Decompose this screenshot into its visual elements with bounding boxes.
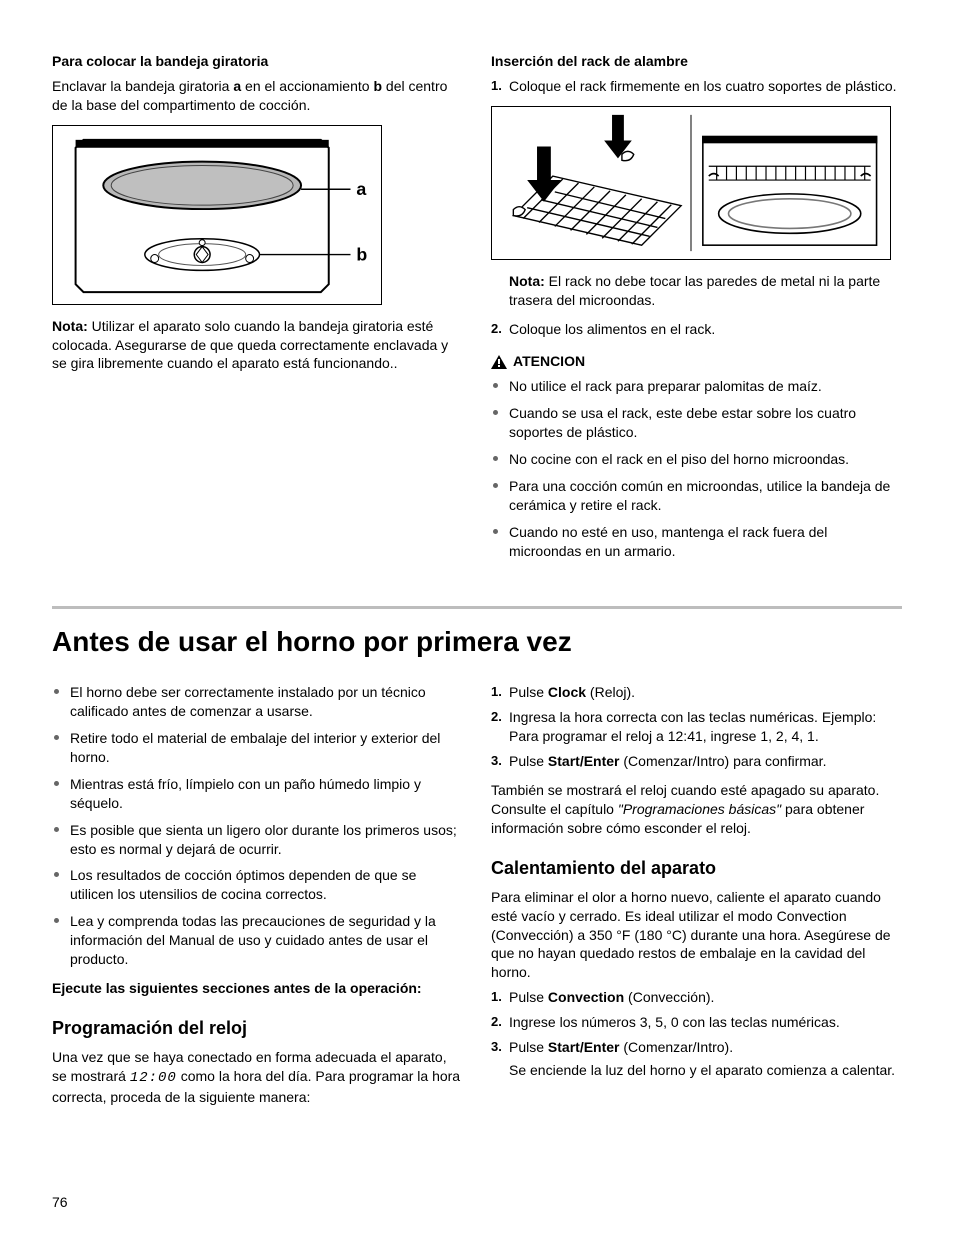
warning-item: Cuando no esté en uso, mantenga el rack …	[491, 523, 902, 561]
heating-step: Pulse Start/Enter (Comenzar/Intro). Se e…	[491, 1038, 902, 1080]
rack-figure	[491, 106, 891, 260]
text: (Comenzar/Intro) para confirmar.	[620, 753, 827, 769]
rack-step: Coloque los alimentos en el rack.	[491, 320, 902, 339]
warning-list: No utilice el rack para preparar palomit…	[491, 377, 902, 560]
text: Pulse	[509, 753, 548, 769]
prep-item: Los resultados de cocción óptimos depend…	[52, 866, 463, 904]
top-section: Para colocar la bandeja giratoria Enclav…	[52, 52, 902, 570]
top-right-col: Inserción del rack de alambre Coloque el…	[491, 52, 902, 570]
text: (Convección).	[624, 989, 714, 1005]
rack-step: Coloque el rack firmemente en los cuatro…	[491, 77, 902, 96]
button-name: Start/Enter	[548, 1039, 620, 1055]
exec-label: Ejecute las siguientes secciones antes d…	[52, 979, 463, 998]
warning-icon	[491, 355, 507, 369]
rack-heading: Inserción del rack de alambre	[491, 52, 902, 71]
chapter-ref: "Programaciones básicas"	[618, 801, 781, 817]
main-right-col: Pulse Clock (Reloj). Ingresa la hora cor…	[491, 679, 902, 1112]
turntable-heading: Para colocar la bandeja giratoria	[52, 52, 463, 71]
heating-paragraph: Para eliminar el olor a horno nuevo, cal…	[491, 888, 902, 982]
clock-heading: Programación del reloj	[52, 1016, 463, 1040]
prep-item: Mientras está frío, límpielo con un paño…	[52, 775, 463, 813]
warning-item: Para una cocción común en microondas, ut…	[491, 477, 902, 515]
label-b: b	[373, 78, 382, 94]
note-label: Nota:	[509, 273, 549, 289]
button-name: Convection	[548, 989, 624, 1005]
main-section: El horno debe ser correctamente instalad…	[52, 679, 902, 1112]
main-heading: Antes de usar el horno por primera vez	[52, 623, 902, 661]
prep-item: Lea y comprenda todas las precauciones d…	[52, 912, 463, 969]
warning-label: ATENCION	[513, 352, 585, 371]
turntable-instruction: Enclavar la bandeja giratoria a en el ac…	[52, 77, 463, 115]
heating-step: Pulse Convection (Convección).	[491, 988, 902, 1007]
prep-list: El horno debe ser correctamente instalad…	[52, 683, 463, 969]
clock-step: Ingresa la hora correcta con las teclas …	[491, 708, 902, 746]
text: (Reloj).	[586, 684, 635, 700]
warning-item: No utilice el rack para preparar palomit…	[491, 377, 902, 396]
clock-paragraph: Una vez que se haya conectado en forma a…	[52, 1048, 463, 1107]
heating-step-sub: Se enciende la luz del horno y el aparat…	[509, 1061, 902, 1080]
label-a: a	[233, 78, 241, 94]
clock-display: 12:00	[130, 1070, 177, 1086]
note-text: Utilizar el aparato solo cuando la bande…	[52, 318, 448, 372]
text: Enclavar la bandeja giratoria	[52, 78, 233, 94]
clock-step: Pulse Clock (Reloj).	[491, 683, 902, 702]
turntable-note: Nota: Utilizar el aparato solo cuando la…	[52, 317, 463, 374]
warning-item: Cuando se usa el rack, este debe estar s…	[491, 404, 902, 442]
text: Pulse	[509, 989, 548, 1005]
heating-step: Ingrese los números 3, 5, 0 con las tecl…	[491, 1013, 902, 1032]
button-name: Clock	[548, 684, 586, 700]
rack-note: Nota: El rack no debe tocar las paredes …	[491, 272, 902, 310]
section-divider	[52, 606, 902, 609]
text: Pulse	[509, 1039, 548, 1055]
rack-steps-2: Coloque los alimentos en el rack.	[491, 320, 902, 339]
prep-item: Es posible que sienta un ligero olor dur…	[52, 821, 463, 859]
top-left-col: Para colocar la bandeja giratoria Enclav…	[52, 52, 463, 570]
page-number: 76	[52, 1193, 902, 1212]
text: Pulse	[509, 684, 548, 700]
clock-steps: Pulse Clock (Reloj). Ingresa la hora cor…	[491, 683, 902, 771]
svg-text:b: b	[356, 244, 367, 264]
warning-heading: ATENCION	[491, 352, 902, 371]
main-left-col: El horno debe ser correctamente instalad…	[52, 679, 463, 1112]
clock-step: Pulse Start/Enter (Comenzar/Intro) para …	[491, 752, 902, 771]
note-text: El rack no debe tocar las paredes de met…	[509, 273, 880, 308]
button-name: Start/Enter	[548, 753, 620, 769]
turntable-figure: a b	[52, 125, 382, 305]
heating-steps: Pulse Convection (Convección). Ingrese l…	[491, 988, 902, 1080]
prep-item: El horno debe ser correctamente instalad…	[52, 683, 463, 721]
prep-item: Retire todo el material de embalaje del …	[52, 729, 463, 767]
rack-steps-1: Coloque el rack firmemente en los cuatro…	[491, 77, 902, 96]
heating-heading: Calentamiento del aparato	[491, 856, 902, 880]
warning-item: No cocine con el rack en el piso del hor…	[491, 450, 902, 469]
text: (Comenzar/Intro).	[620, 1039, 734, 1055]
svg-text:a: a	[356, 179, 366, 199]
clock-after-paragraph: También se mostrará el reloj cuando esté…	[491, 781, 902, 838]
text: en el accionamiento	[241, 78, 373, 94]
note-label: Nota:	[52, 318, 92, 334]
